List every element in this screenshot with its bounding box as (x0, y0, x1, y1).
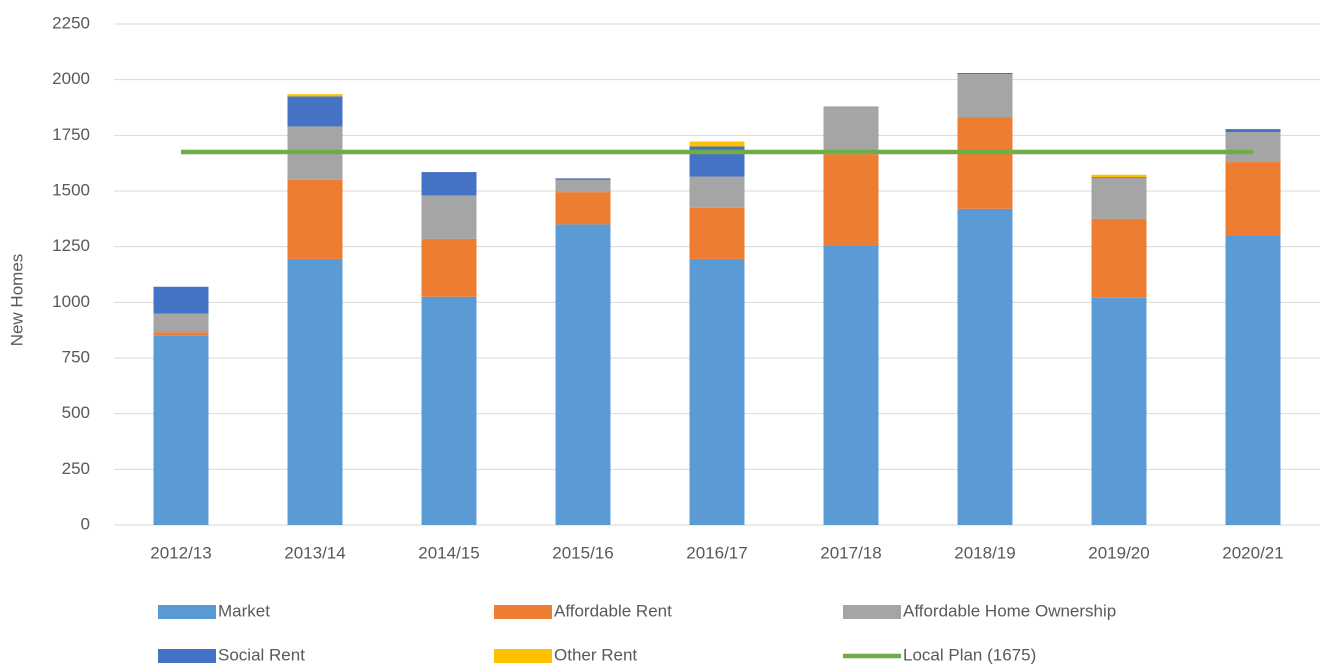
x-tick-label: 2016/17 (686, 543, 747, 562)
x-tick-label: 2017/18 (820, 543, 881, 562)
bar-segment (287, 94, 343, 97)
legend-swatch (494, 649, 552, 663)
x-tick-label: 2013/14 (284, 543, 345, 562)
x-tick-label: 2014/15 (418, 543, 479, 562)
bar-segment (1225, 129, 1281, 132)
bar-segment (1091, 176, 1147, 178)
legend-label: Market (218, 601, 270, 620)
bar-segment (1091, 218, 1147, 298)
x-tick-label: 2019/20 (1088, 543, 1149, 562)
bar-segment (555, 179, 611, 193)
bar-segment (1091, 174, 1147, 177)
legend-label: Local Plan (1675) (903, 645, 1036, 664)
bar-segment (823, 245, 879, 525)
x-tick-label: 2018/19 (954, 543, 1015, 562)
bar-segment (689, 258, 745, 525)
x-tick-label: 2015/16 (552, 543, 613, 562)
y-tick-label: 1000 (52, 292, 90, 311)
bar-segment (689, 176, 745, 208)
x-tick-label: 2020/21 (1222, 543, 1283, 562)
bar-segment (421, 296, 477, 525)
bar-segment (287, 179, 343, 259)
bar-segment (153, 332, 209, 336)
bar-segment (287, 258, 343, 525)
bar-segment (957, 72, 1013, 75)
bar-segment (421, 172, 477, 196)
bar-segment (957, 117, 1013, 209)
legend-swatch (158, 649, 216, 663)
bar-segment (555, 178, 611, 180)
bar-segment (689, 141, 745, 147)
bar-segment (1225, 235, 1281, 526)
bar-segment (153, 286, 209, 314)
x-tick-label: 2012/13 (150, 543, 211, 562)
legend-label: Affordable Rent (554, 601, 672, 620)
bar-segment (823, 106, 879, 155)
bar-segment (153, 313, 209, 333)
bar-segment (421, 238, 477, 297)
legend-swatch (843, 605, 901, 619)
bar-segment (555, 192, 611, 225)
bar-segment (1225, 131, 1281, 163)
y-tick-label: 0 (81, 514, 90, 533)
legend-label: Other Rent (554, 645, 637, 664)
y-axis-label: New Homes (7, 254, 26, 347)
bar-segment (1091, 177, 1147, 219)
y-tick-label: 1500 (52, 180, 90, 199)
bar-segment (957, 74, 1013, 118)
legend-swatch (494, 605, 552, 619)
legend-label: Social Rent (218, 645, 305, 664)
y-tick-label: 1250 (52, 236, 90, 255)
y-tick-label: 500 (62, 403, 90, 422)
y-tick-label: 2250 (52, 13, 90, 32)
bar-segment (287, 96, 343, 127)
y-tick-label: 250 (62, 459, 90, 478)
bar-segment (957, 208, 1013, 525)
bar-segment (689, 207, 745, 259)
y-tick-label: 2000 (52, 69, 90, 88)
legend-swatch (158, 605, 216, 619)
bar-segment (1091, 297, 1147, 525)
legend-label: Affordable Home Ownership (903, 601, 1116, 620)
bar-segment (153, 335, 209, 525)
y-tick-label: 1750 (52, 125, 90, 144)
bar-segment (823, 154, 879, 246)
bar-segment (1225, 162, 1281, 236)
bar-segment (421, 195, 477, 239)
bar-segment (555, 224, 611, 525)
y-tick-label: 750 (62, 347, 90, 366)
